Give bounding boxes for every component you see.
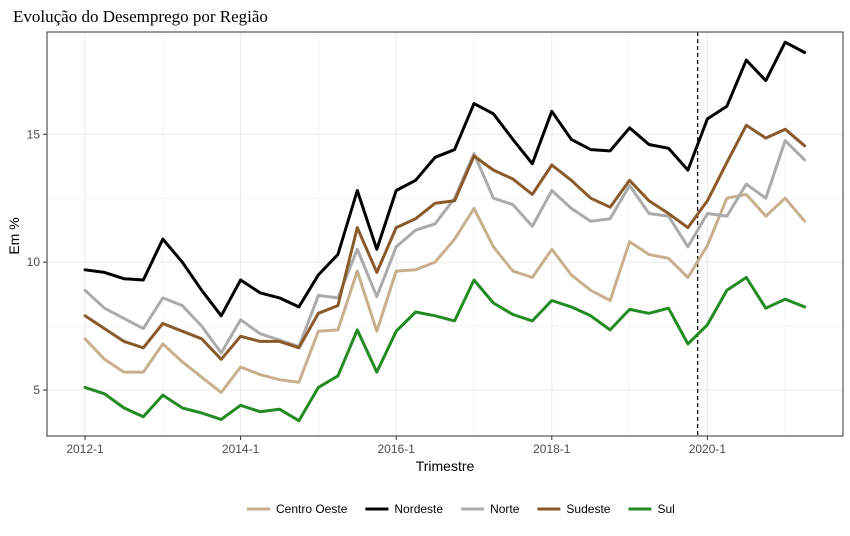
series-line-centro-oeste	[83, 192, 807, 394]
legend-label-sudeste: Sudeste	[566, 502, 610, 516]
series-line-norte	[83, 139, 807, 355]
legend-label-centro-oeste: Centro Oeste	[276, 502, 348, 516]
y-tick-label: 10	[27, 255, 41, 269]
x-tick-label: 2018-1	[533, 442, 571, 456]
y-tick-label: 5	[33, 383, 40, 397]
legend: Centro Oeste Nordeste Norte Sudeste Sul	[247, 502, 675, 516]
y-axis: 5 10 15	[27, 127, 47, 397]
legend-label-sul: Sul	[657, 502, 674, 516]
x-axis: 2012-1 2014-1 2016-1 2018-1 2020-1	[66, 436, 726, 456]
x-tick-label: 2016-1	[378, 442, 416, 456]
x-tick-label: 2012-1	[66, 442, 104, 456]
legend-label-nordeste: Nordeste	[394, 502, 443, 516]
series-lines	[83, 40, 807, 423]
series-line-nordeste	[83, 40, 807, 318]
y-tick-label: 15	[27, 127, 41, 141]
legend-label-norte: Norte	[490, 502, 520, 516]
x-tick-label: 2020-1	[689, 442, 727, 456]
x-tick-label: 2014-1	[222, 442, 260, 456]
x-axis-title: Trimestre	[416, 458, 475, 474]
series-line-sudeste	[83, 123, 807, 361]
grid	[47, 32, 843, 436]
series-line-sul	[83, 276, 807, 423]
panel-border	[46, 31, 844, 437]
y-axis-title: Em %	[6, 217, 22, 254]
chart-title: Evolução do Desemprego por Região	[13, 7, 268, 26]
